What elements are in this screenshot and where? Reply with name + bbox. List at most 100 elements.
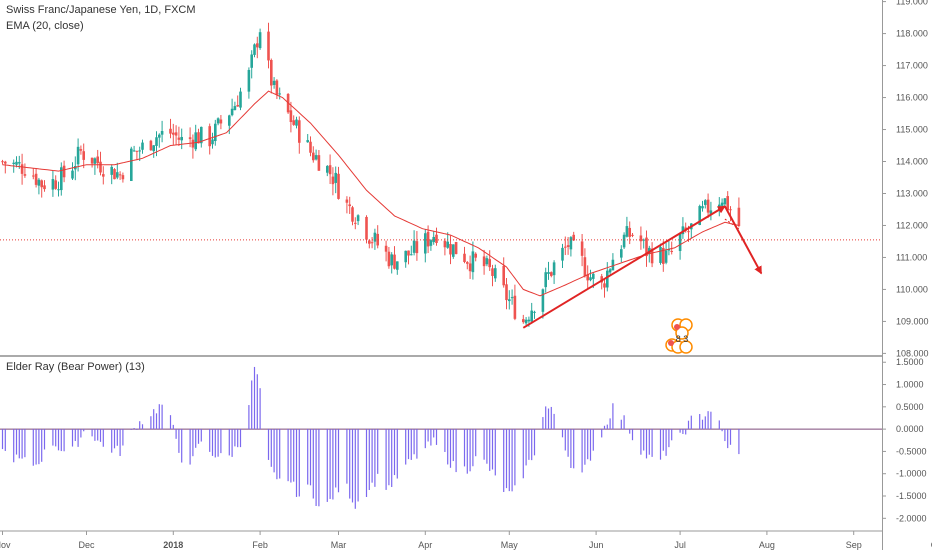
candle-body xyxy=(219,119,223,124)
ema-line xyxy=(2,90,740,297)
candle-body xyxy=(51,179,55,190)
candle-body xyxy=(482,256,486,267)
x-tick-label: Mar xyxy=(331,540,347,550)
y-tick-label: 114.000 xyxy=(896,157,928,167)
candle-body xyxy=(60,167,63,191)
candle-body xyxy=(326,166,329,173)
candle-body xyxy=(435,234,438,243)
candle-body xyxy=(79,149,83,151)
candle-body xyxy=(670,250,673,252)
candle-body xyxy=(278,93,281,95)
candle-body xyxy=(522,319,525,323)
candle-body xyxy=(230,108,234,116)
candle-body xyxy=(90,157,94,164)
candle-body xyxy=(334,172,337,183)
candle-body xyxy=(687,231,690,233)
event-marker-circle xyxy=(675,326,689,340)
candle-body xyxy=(194,132,197,150)
candle-body xyxy=(564,246,567,248)
candle-body xyxy=(720,202,724,206)
candle-body xyxy=(737,207,741,226)
y-tick-label: -2.0000 xyxy=(896,513,927,523)
candle-body xyxy=(328,165,332,175)
candle-body xyxy=(552,262,556,276)
candle-body xyxy=(502,265,505,286)
candle-body xyxy=(681,226,685,235)
candle-body xyxy=(373,232,377,242)
candle-body xyxy=(706,199,710,213)
candle-body xyxy=(471,251,475,273)
candle-body xyxy=(256,43,259,48)
candle-body xyxy=(628,227,631,237)
candle-body xyxy=(452,244,455,257)
candle-body xyxy=(250,54,253,68)
y-tick-label: 111.000 xyxy=(896,252,927,262)
y-tick-label: -1.0000 xyxy=(896,469,927,479)
candle-body xyxy=(23,174,27,176)
candle-body xyxy=(71,170,74,179)
candle-body xyxy=(149,140,153,151)
y-tick-label: -1.5000 xyxy=(896,491,927,501)
x-tick-label: Dec xyxy=(78,540,95,550)
candle-body xyxy=(43,185,46,190)
candle-body xyxy=(410,254,413,256)
projection-dotted-line xyxy=(724,218,740,230)
y-tick-label: 0.0000 xyxy=(896,424,924,434)
candle-body xyxy=(1,161,4,163)
candle-body xyxy=(659,246,662,263)
y-tick-label: 112.000 xyxy=(896,220,928,230)
candle-body xyxy=(446,241,449,248)
candle-body xyxy=(580,241,584,256)
candle-body xyxy=(662,247,665,264)
candle-body xyxy=(723,198,727,205)
y-tick-label: 119.000 xyxy=(896,0,928,7)
candle-body xyxy=(415,241,419,254)
candle-body xyxy=(544,272,547,288)
candle-body xyxy=(468,263,472,272)
candle-body xyxy=(404,250,407,263)
x-tick-label: Jun xyxy=(589,540,604,550)
candle-body xyxy=(331,176,335,185)
candle-body xyxy=(295,119,298,126)
candle-body xyxy=(572,234,575,241)
candle-body xyxy=(365,216,368,240)
candle-body xyxy=(600,276,603,283)
y-tick-label: 116.000 xyxy=(896,93,928,103)
x-tick-label: Oct xyxy=(931,540,932,550)
candle-body xyxy=(709,210,713,215)
candle-body xyxy=(172,132,175,135)
candle-body xyxy=(611,259,615,271)
x-tick-label: Apr xyxy=(418,540,432,550)
y-tick-label: 1.0000 xyxy=(896,380,924,390)
candle-body xyxy=(62,165,66,178)
candle-body xyxy=(370,242,374,244)
candle-body xyxy=(664,250,668,263)
candle-body xyxy=(466,262,469,264)
candle-body xyxy=(34,173,38,185)
candle-body xyxy=(174,132,178,136)
candle-body xyxy=(667,249,671,251)
y-tick-label: 108.000 xyxy=(896,348,929,358)
candle-body xyxy=(426,231,430,247)
candle-body xyxy=(4,161,7,164)
y-tick-label: 110.000 xyxy=(896,284,928,294)
candle-body xyxy=(37,179,41,186)
candle-body xyxy=(113,169,116,180)
candle-body xyxy=(454,242,458,255)
candle-body xyxy=(298,120,301,143)
candle-body xyxy=(429,240,433,246)
candle-body xyxy=(211,139,214,145)
y-tick-label: 1.5000 xyxy=(896,357,924,367)
candle-body xyxy=(432,236,435,243)
candle-body xyxy=(524,319,528,324)
candle-body xyxy=(639,235,643,242)
candle-body xyxy=(270,60,273,86)
candle-body xyxy=(258,32,262,49)
candle-body xyxy=(622,234,626,248)
y-tick-label: 118.000 xyxy=(896,29,928,39)
candle-body xyxy=(312,152,315,161)
candle-body xyxy=(387,251,391,267)
candle-body xyxy=(317,155,321,171)
